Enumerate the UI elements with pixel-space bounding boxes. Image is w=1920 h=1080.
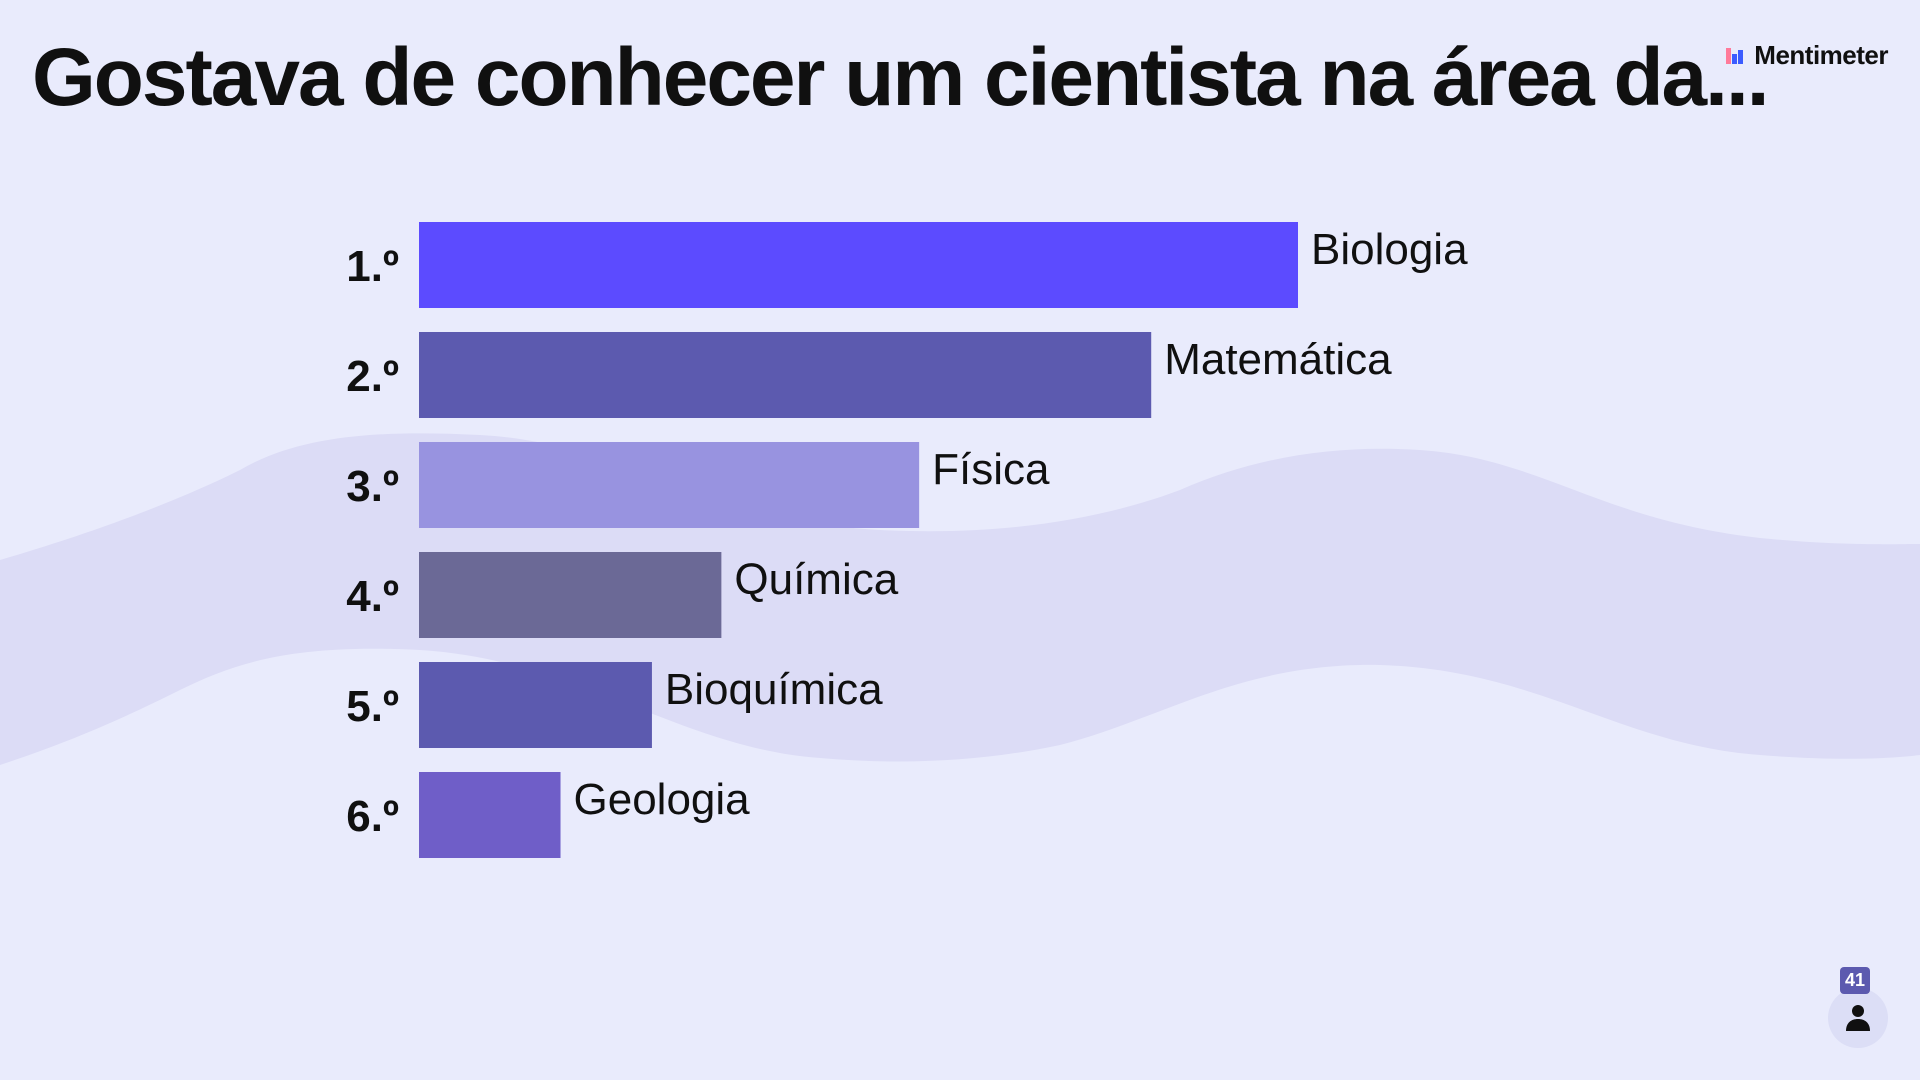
bar-bioquimica [419,662,652,748]
category-label: Matemática [1164,335,1392,384]
category-label: Física [932,445,1050,494]
rank-label: 3.º [346,462,399,511]
participant-count-badge: 41 [1839,967,1870,994]
bar-biologia [419,222,1298,308]
mentimeter-logo: Mentimeter [1726,40,1888,71]
person-icon [1846,1005,1870,1031]
bar-matematica [419,332,1152,418]
category-label: Biologia [1311,225,1468,274]
rank-label: 6.º [346,792,399,841]
rank-label: 4.º [346,572,399,621]
category-label: Química [734,555,898,604]
category-label: Bioquímica [665,665,883,714]
category-label: Geologia [574,775,751,824]
mentimeter-logo-icon [1726,47,1744,64]
slide-title: Gostava de conhecer um cientista na área… [32,32,1770,123]
rank-label: 1.º [346,242,399,291]
bar-quimica [419,552,722,638]
rank-label: 2.º [346,352,399,401]
rank-label: 5.º [346,682,399,731]
participants-button[interactable] [1828,988,1888,1048]
ranking-bar-chart: 1.º Biologia 2.º Matemática 3.º Física 4.º Quím… [346,222,1468,858]
brand-name: Mentimeter [1754,40,1888,70]
bar-fisica [419,442,920,528]
bar-geologia [419,772,561,858]
